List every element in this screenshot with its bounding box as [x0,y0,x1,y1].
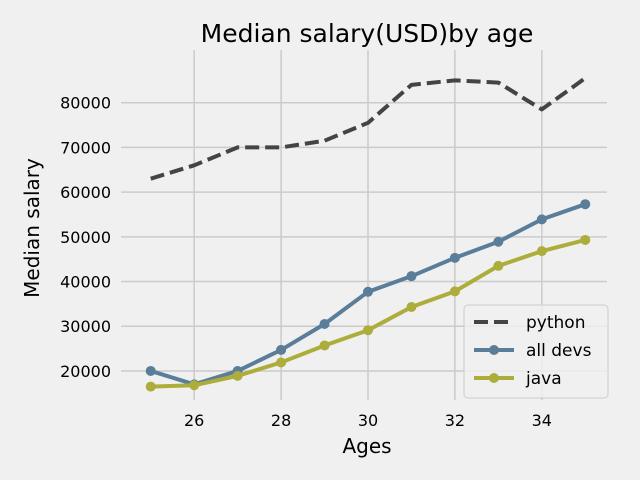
legend-box [463,304,609,399]
series-layer [145,76,591,392]
series-all-devs [145,199,591,390]
data-point [145,365,156,376]
x-tick-label: 26 [184,411,204,430]
series-line [150,76,587,181]
legend-label: all devs [526,341,592,361]
legend: python all devs java [463,304,609,399]
x-tick-label: 28 [271,411,291,430]
grid-lines [121,50,607,400]
data-point [319,319,330,329]
data-point [580,199,591,210]
y-tick-label: 40000 [60,273,111,292]
x-tick-label: 32 [445,411,465,430]
data-point [493,236,504,247]
legend-marker [489,345,499,355]
y-tick-labels: 20000 30000 40000 50000 60000 70000 80000 [60,94,111,381]
series-java [145,234,591,392]
data-point [536,214,547,225]
y-tick-label: 30000 [60,317,111,336]
x-tick-label: 30 [358,411,378,430]
y-tick-label: 20000 [60,362,111,381]
data-point [363,286,373,297]
data-point [580,234,591,245]
data-point [232,370,243,381]
legend-label: java [525,369,562,389]
y-tick-label: 50000 [60,228,111,247]
data-point [276,357,287,368]
data-point [189,380,200,391]
data-point [363,325,373,336]
legend-entry: python [474,313,585,333]
legend-entry: java [474,369,562,389]
data-point [493,260,504,271]
data-point [449,252,460,263]
legend-marker [489,373,499,383]
legend-label: python [526,313,585,333]
x-tick-label: 34 [532,411,552,430]
y-tick-label: 80000 [60,94,111,113]
data-point [319,340,330,351]
data-point [276,344,287,355]
data-point [145,381,156,392]
y-tick-label: 70000 [60,138,111,157]
x-tick-labels: 26 28 30 32 34 [184,411,552,430]
data-point [406,271,417,282]
data-point [406,302,417,313]
series-python [150,76,587,181]
y-tick-label: 60000 [60,183,111,202]
x-axis-title: Ages [342,434,391,458]
data-point [449,286,460,297]
data-point [536,246,547,257]
legend-entry: all devs [474,341,592,361]
chart-title: Median salary(USD)by age [201,19,534,48]
y-axis-title: Median salary [20,158,44,298]
